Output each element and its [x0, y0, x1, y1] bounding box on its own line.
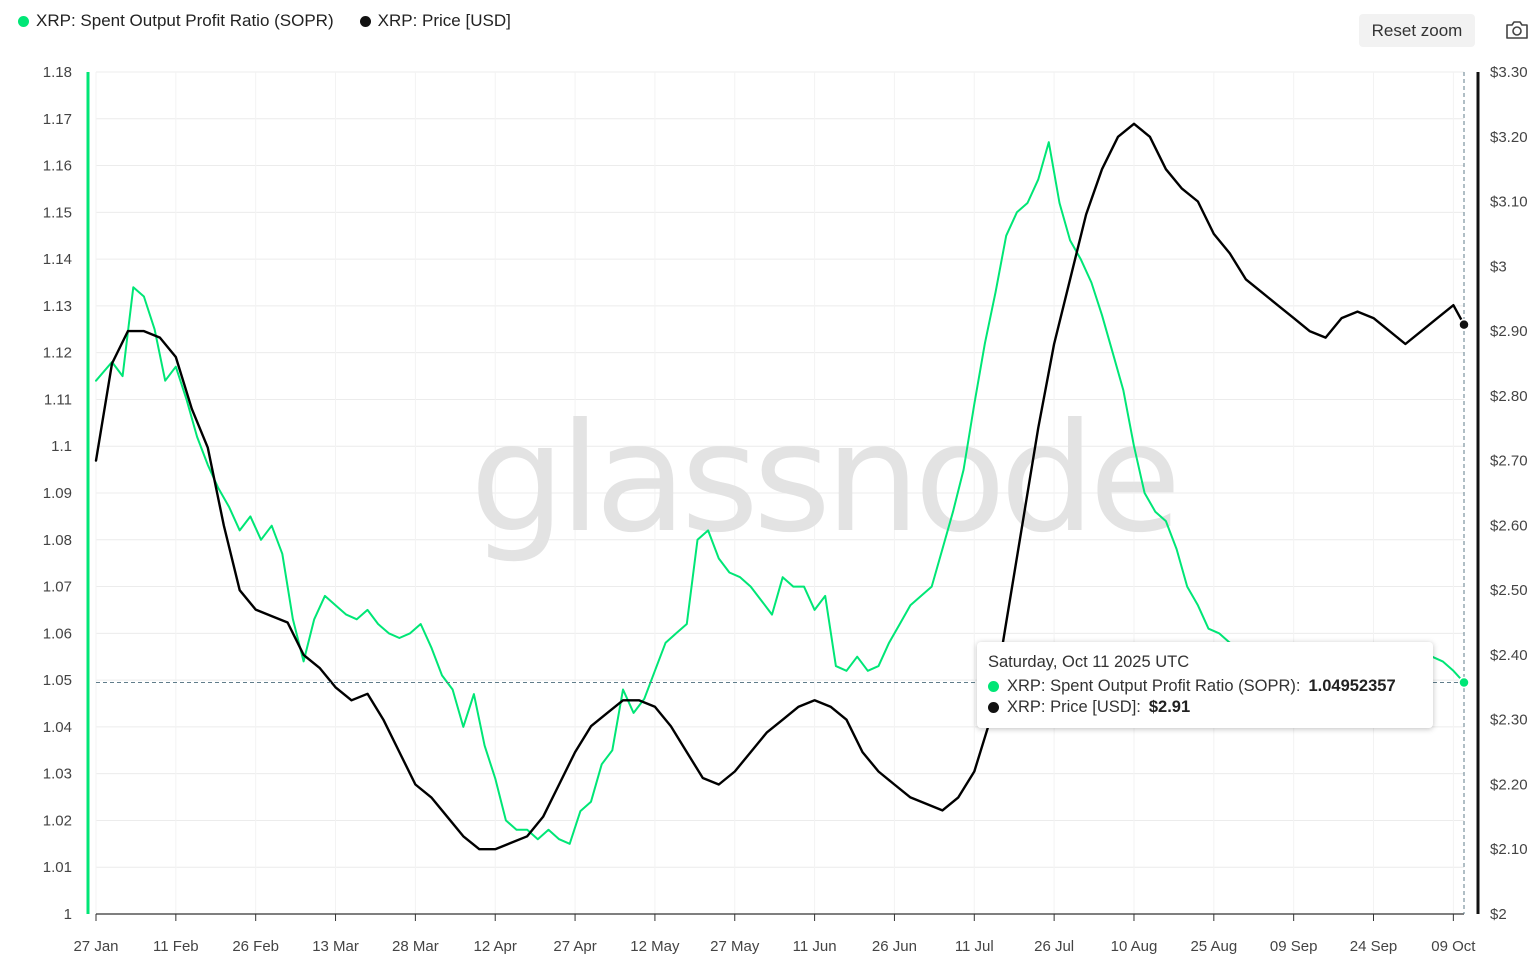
y-left-tick-label: 1.15	[43, 204, 72, 221]
y-left-tick-label: 1.06	[43, 625, 72, 642]
y-right-tick-label: $3.20	[1490, 129, 1528, 146]
y-right-tick-label: $3	[1490, 258, 1507, 275]
x-tick-label: 11 Jul	[955, 938, 994, 955]
y-left-tick-label: 1.07	[43, 579, 72, 596]
y-left-tick-label: 1.1	[51, 438, 72, 455]
x-tick-label: 10 Aug	[1111, 938, 1158, 955]
price-series-line	[94, 122, 1466, 851]
tooltip-price-dot-icon	[988, 702, 999, 713]
y-left-tick-label: 1.11	[44, 391, 72, 408]
y-right-tick-label: $2.60	[1490, 517, 1528, 534]
y-left-tick-label: 1.05	[43, 672, 72, 689]
x-tick-label: 24 Sep	[1350, 938, 1398, 955]
y-left-tick-label: 1.17	[43, 111, 72, 128]
legend: XRP: Spent Output Profit Ratio (SOPR) XR…	[18, 11, 511, 31]
x-tick-label: 12 Apr	[474, 938, 517, 955]
y-right-tick-label: $2.30	[1490, 712, 1528, 729]
y-left-tick-label: 1.13	[43, 298, 72, 315]
price-legend-dot-icon	[359, 15, 371, 27]
y-left-tick-label: 1.04	[43, 719, 72, 736]
sopr-legend-dot-icon	[18, 15, 29, 27]
legend-label-price: XRP: Price [USD]	[377, 11, 511, 30]
x-tick-label: 11 Jun	[793, 938, 837, 955]
tooltip-date: Saturday, Oct 11 2025 UTC	[988, 653, 1190, 671]
y-left-tick-label: 1.18	[43, 64, 72, 81]
y-left-tick-label: 1.09	[43, 485, 72, 502]
x-tick-label: 28 Mar	[392, 938, 439, 955]
tooltip-row-sopr: XRP: Spent Output Profit Ratio (SOPR): 1…	[988, 677, 1396, 696]
tooltip-sopr-dot-icon	[988, 681, 999, 692]
tooltip-price-label: XRP: Price [USD]:	[1007, 698, 1141, 716]
y-right-tick-label: $2.10	[1490, 841, 1528, 858]
y-axis-right: $2 $2.10 $2.20 $2.30 $2.40 $2.50 $2.60 $2.70 $2.…	[1490, 64, 1528, 923]
tooltip-row-price: XRP: Price [USD]: $2.91	[988, 698, 1190, 717]
x-tick-label: 27 Jan	[73, 938, 118, 955]
y-right-tick-label: $2.90	[1490, 323, 1528, 340]
x-tick-label: 26 Feb	[232, 938, 279, 955]
reset-zoom-button[interactable]: Reset zoom	[1359, 14, 1475, 47]
x-tick-label: 09 Sep	[1270, 938, 1318, 955]
x-tick-label: 27 May	[710, 938, 760, 955]
y-left-tick-label: 1.08	[43, 532, 72, 549]
x-tick-label: 25 Aug	[1190, 938, 1237, 955]
y-left-tick-label: 1.02	[43, 812, 72, 829]
y-right-tick-label: $2	[1490, 906, 1507, 923]
y-right-tick-label: $3.10	[1490, 194, 1528, 211]
x-tick-label: 26 Jul	[1034, 938, 1074, 955]
tooltip-sopr-value: 1.04952357	[1308, 677, 1396, 695]
y-right-tick-label: $2.80	[1490, 388, 1528, 405]
y-right-tick-label: $3.30	[1490, 64, 1528, 81]
y-axis-left: 1 1.01 1.02 1.03 1.04 1.05 1.06 1.07 1.08 1.09 1.1…	[43, 64, 72, 923]
x-tick-label: 13 Mar	[312, 938, 359, 955]
x-tick-label: 09 Oct	[1431, 938, 1476, 955]
y-left-tick-label: 1	[64, 906, 72, 923]
tooltip-sopr-label: XRP: Spent Output Profit Ratio (SOPR):	[1007, 677, 1301, 695]
watermark-text: glassnode	[470, 392, 1175, 566]
y-right-tick-label: $2.20	[1490, 776, 1528, 793]
tooltip: Saturday, Oct 11 2025 UTC XRP: Spent Out…	[977, 642, 1433, 728]
x-tick-label: 27 Apr	[553, 938, 596, 955]
y-left-tick-label: 1.03	[43, 766, 72, 783]
x-tick-label: 26 Jun	[872, 938, 917, 955]
y-left-tick-label: 1.01	[43, 859, 72, 876]
x-axis: 27 Jan 11 Feb 26 Feb 13 Mar 28 Mar 12 Apr 27 A…	[73, 914, 1476, 955]
legend-item-sopr[interactable]: XRP: Spent Output Profit Ratio (SOPR)	[18, 11, 334, 31]
y-left-tick-label: 1.12	[43, 345, 72, 362]
y-left-tick-label: 1.16	[43, 158, 72, 175]
legend-label-sopr: XRP: Spent Output Profit Ratio (SOPR)	[36, 11, 334, 30]
x-tick-label: 11 Feb	[153, 938, 199, 955]
legend-item-price[interactable]: XRP: Price [USD]	[359, 11, 511, 31]
y-right-tick-label: $2.40	[1490, 647, 1528, 664]
y-right-tick-label: $2.50	[1490, 582, 1528, 599]
y-left-tick-label: 1.14	[43, 251, 72, 268]
tooltip-price-value: $2.91	[1148, 698, 1191, 716]
y-right-tick-label: $2.70	[1490, 453, 1528, 470]
camera-icon[interactable]	[1505, 20, 1529, 40]
price-hover-marker	[1458, 318, 1470, 331]
x-tick-label: 12 May	[630, 938, 680, 955]
sopr-hover-marker	[1458, 676, 1470, 689]
sopr-series-line	[95, 141, 1465, 845]
